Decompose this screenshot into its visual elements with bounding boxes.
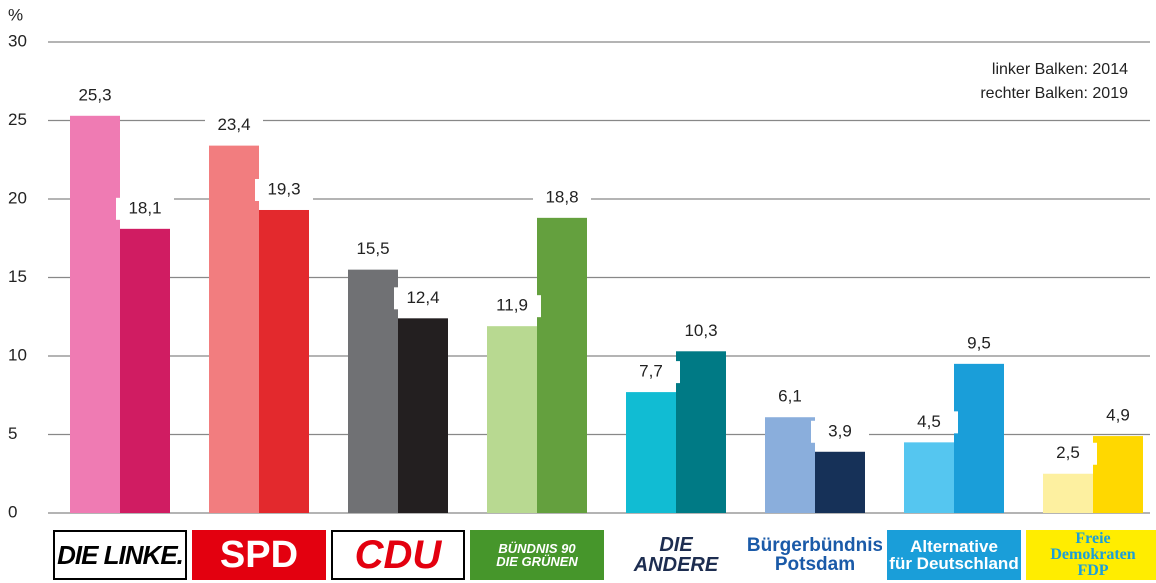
category-logo: DIE ANDERE <box>633 534 719 576</box>
value-label: 2,5 <box>1056 443 1080 462</box>
category-logo: Alternative für Deutschland <box>887 530 1021 580</box>
category-logo: DIE LINKE. <box>53 530 187 580</box>
label-bg <box>761 386 819 409</box>
y-unit: % <box>8 5 23 24</box>
y-tick-label: 25 <box>8 110 27 129</box>
value-label: 7,7 <box>639 362 663 381</box>
label-bg <box>255 178 313 201</box>
value-label: 18,1 <box>128 198 161 217</box>
value-label: 12,4 <box>406 288 439 307</box>
bar <box>259 209 309 514</box>
y-tick-label: 30 <box>8 31 27 50</box>
bar <box>1043 473 1093 513</box>
value-label: 19,3 <box>267 179 300 198</box>
label-bg <box>116 197 174 220</box>
value-label: 25,3 <box>78 85 111 104</box>
category-logo: BÜNDNIS 90 DIE GRÜNEN <box>470 530 604 580</box>
label-bg <box>900 411 958 434</box>
value-label: 23,4 <box>217 115 250 134</box>
bar <box>676 351 726 513</box>
bars <box>70 115 1143 514</box>
value-label: 9,5 <box>967 333 991 352</box>
value-label: 3,9 <box>828 421 852 440</box>
label-bg <box>483 295 541 318</box>
y-tick-label: 10 <box>8 345 27 364</box>
label-bg <box>1089 405 1147 428</box>
value-label: 10,3 <box>684 321 717 340</box>
label-bg <box>950 332 1008 355</box>
bar <box>70 115 120 513</box>
bar <box>348 269 398 513</box>
bar <box>954 363 1004 513</box>
bar <box>398 318 448 513</box>
label-bg <box>394 287 452 310</box>
bar <box>815 451 865 513</box>
y-tick-label: 20 <box>8 188 27 207</box>
labels: 25,3 23,4 15,5 11,9 7,7 6,1 4,5 2,5 18,1 19,3 12,4… <box>66 84 1147 465</box>
value-label: 4,9 <box>1106 406 1130 425</box>
bar <box>209 145 259 513</box>
category-logo: Freie Demokraten FDP <box>1026 530 1156 580</box>
label-bg <box>205 114 263 137</box>
label-bg <box>344 238 402 261</box>
value-label: 6,1 <box>778 387 802 406</box>
bar <box>120 228 170 513</box>
bar <box>904 442 954 513</box>
value-label: 11,9 <box>496 296 528 315</box>
value-label: 15,5 <box>356 239 389 258</box>
legend-entry: linker Balken: 2014 <box>992 61 1128 78</box>
label-bg <box>66 84 124 107</box>
value-label: 4,5 <box>917 412 941 431</box>
y-tick-label: 0 <box>8 502 17 521</box>
label-bg <box>672 320 730 343</box>
label-bg <box>533 186 591 209</box>
legend-entry: rechter Balken: 2019 <box>980 85 1128 102</box>
value-label: 18,8 <box>545 187 578 206</box>
category-logo: SPD <box>192 530 326 580</box>
category-logo: CDU <box>331 530 465 580</box>
bar <box>487 326 537 513</box>
bar <box>765 417 815 513</box>
label-bg <box>622 361 680 384</box>
label-bg <box>1039 442 1097 465</box>
label-bg <box>811 420 869 443</box>
category-logo: Bürgerbündnis Potsdam <box>748 535 882 575</box>
bar <box>537 217 587 513</box>
y-tick-label: 15 <box>8 267 27 286</box>
bar <box>626 392 676 513</box>
bar <box>1093 436 1143 513</box>
y-tick-label: 5 <box>8 424 17 443</box>
